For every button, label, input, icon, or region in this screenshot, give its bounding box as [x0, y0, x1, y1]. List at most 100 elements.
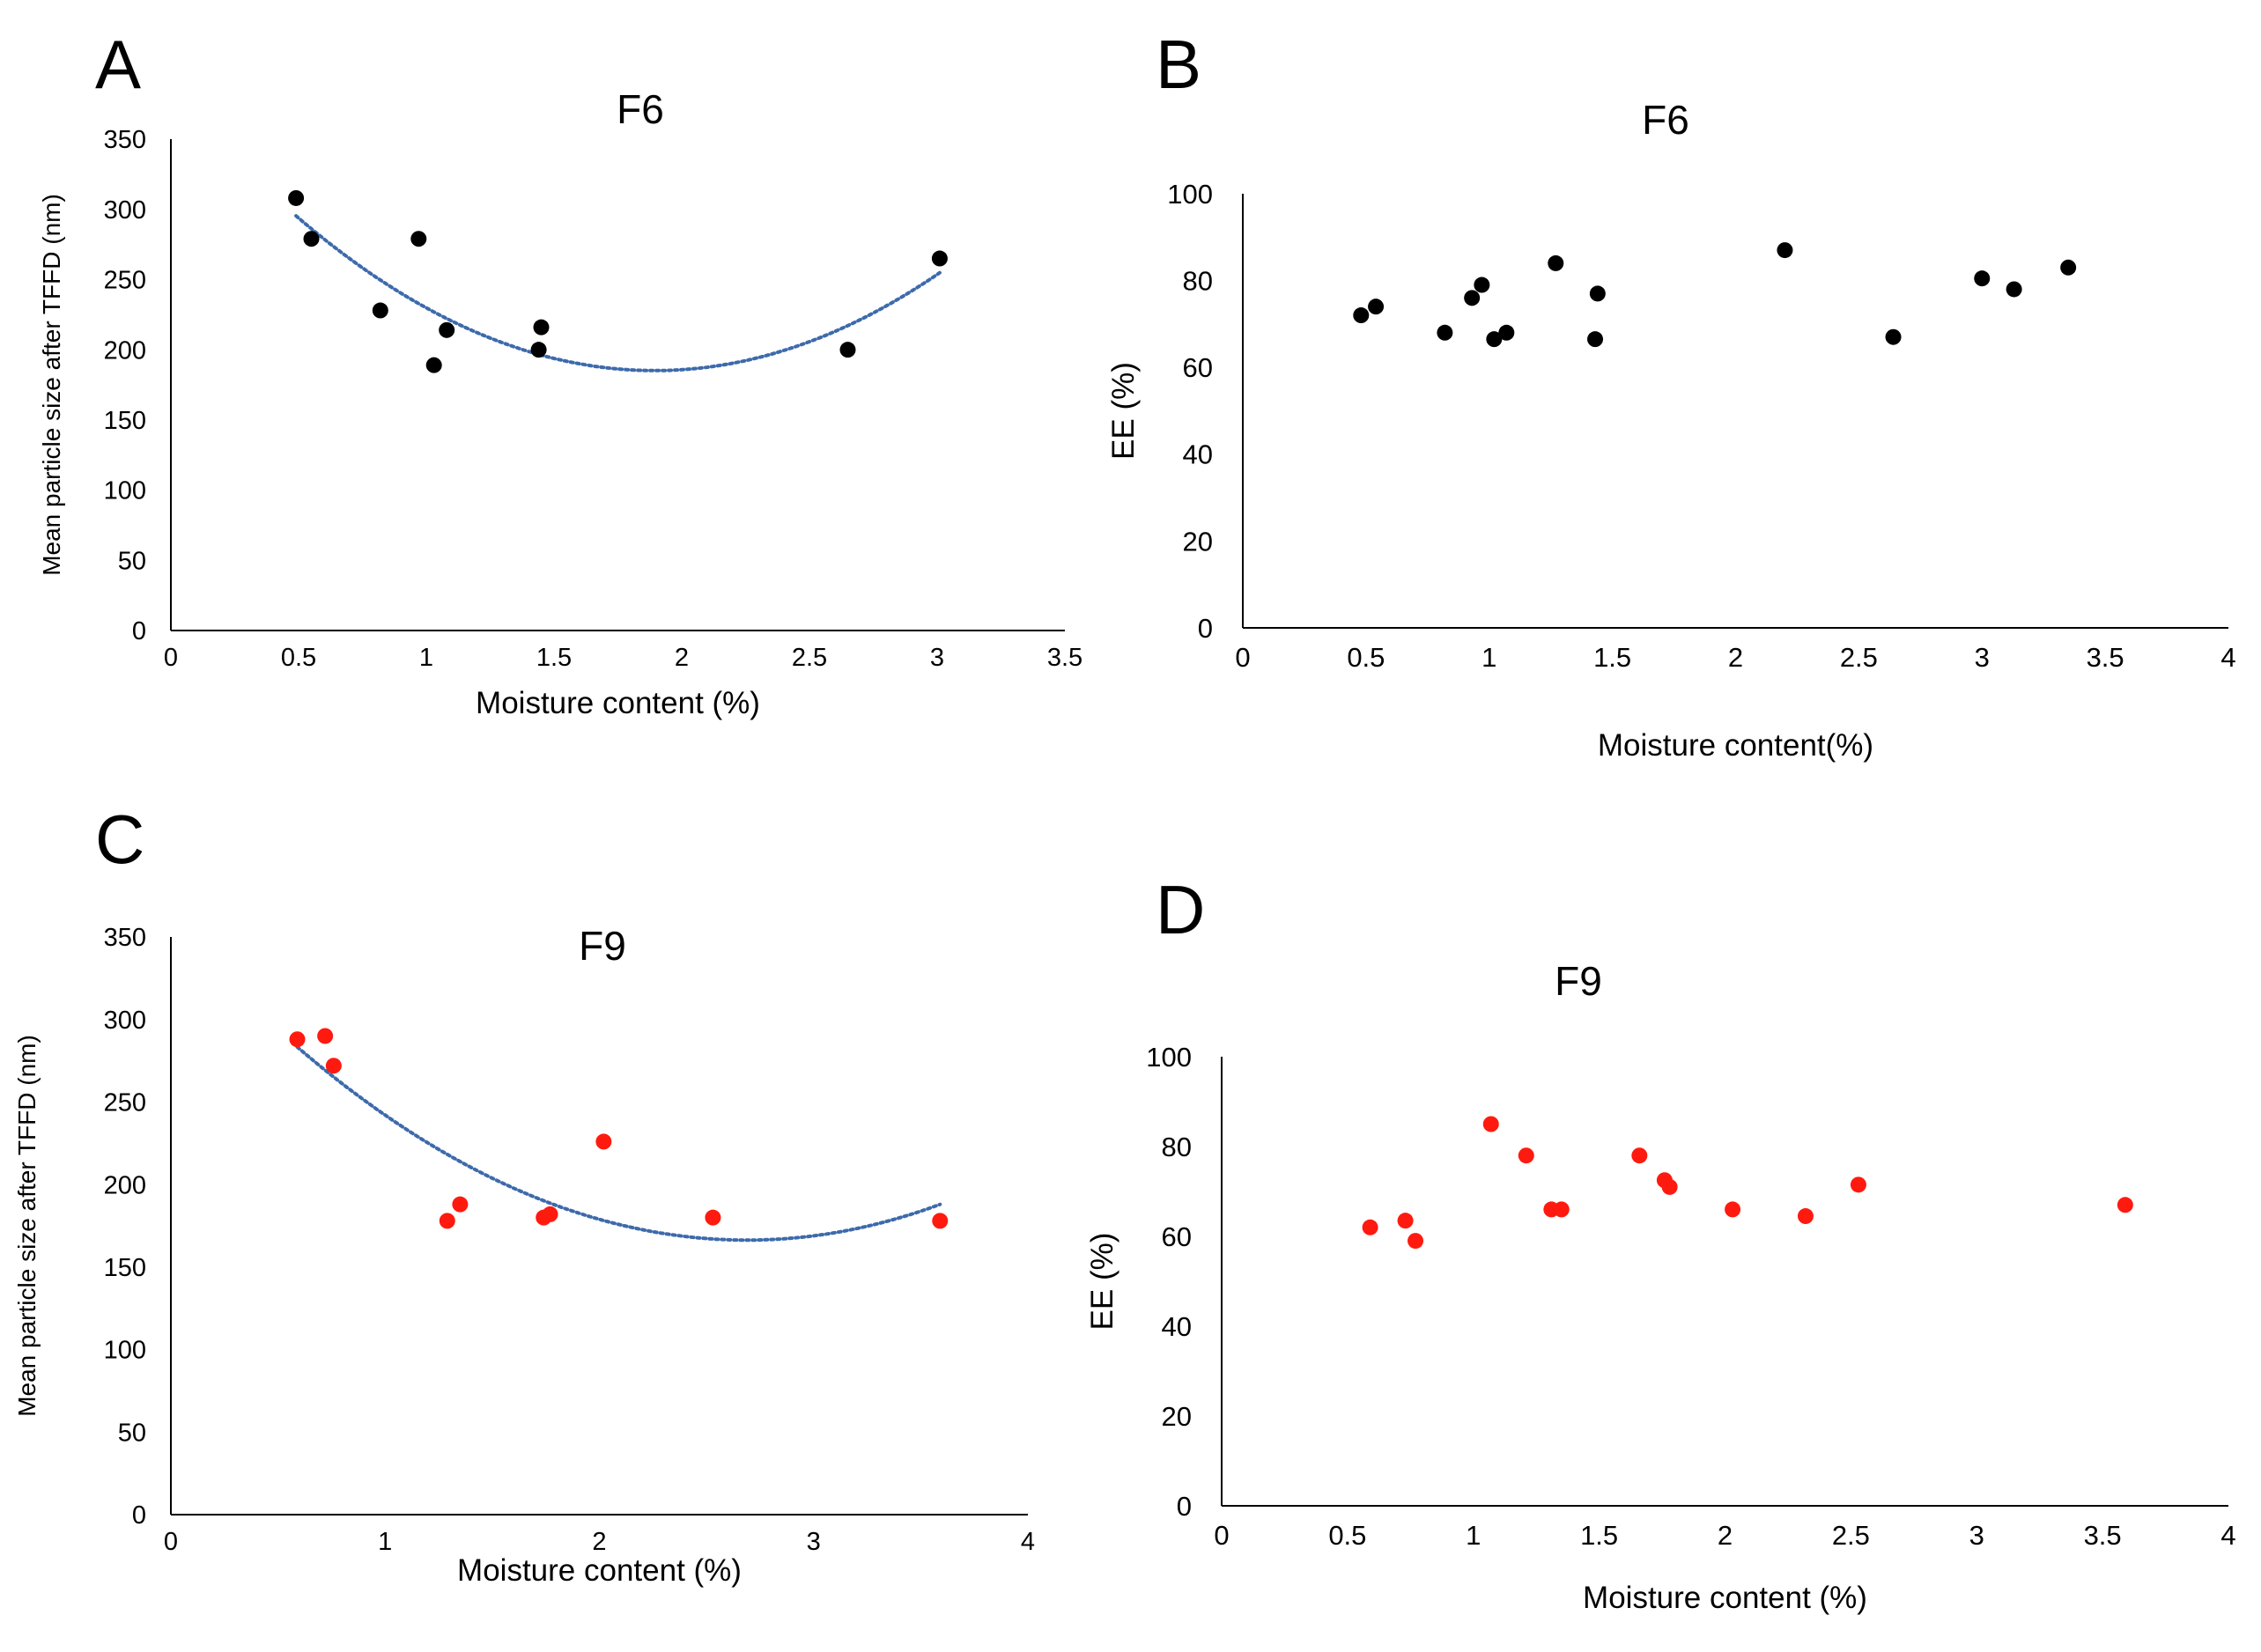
x-axis-label: Moisture content (%)	[476, 686, 760, 720]
x-tick-label: 1	[1481, 642, 1496, 673]
y-tick-label: 50	[118, 547, 146, 575]
y-tick-label: 100	[1146, 1042, 1192, 1073]
data-point	[530, 342, 547, 358]
y-tick-label: 40	[1183, 439, 1213, 470]
y-axis-label: EE (%)	[1106, 362, 1141, 460]
data-point	[1464, 290, 1481, 306]
x-tick-label: 3	[1975, 642, 1990, 673]
data-point	[533, 319, 550, 336]
x-tick-label: 3.5	[2087, 642, 2124, 673]
data-point	[1397, 1213, 1414, 1229]
y-tick-label: 40	[1162, 1311, 1192, 1342]
x-tick-label: 0	[1214, 1520, 1229, 1551]
y-tick-label: 300	[104, 1007, 146, 1035]
y-tick-label: 0	[132, 1501, 146, 1530]
data-point	[1368, 299, 1385, 315]
x-tick-label: 3	[807, 1528, 821, 1556]
y-axis-label: EE (%)	[1085, 1233, 1119, 1331]
x-tick-label: 1.5	[1593, 642, 1631, 673]
y-tick-label: 200	[104, 336, 146, 365]
x-axis-label: Moisture content (%)	[1583, 1581, 1867, 1615]
x-tick-label: 0	[164, 644, 178, 672]
data-point	[1974, 270, 1991, 287]
x-tick-label: 2	[1718, 1520, 1733, 1551]
x-tick-label: 1	[378, 1528, 392, 1556]
x-tick-label: 2	[592, 1528, 606, 1556]
data-point	[1553, 1201, 1570, 1218]
data-point	[1353, 307, 1370, 324]
data-point	[2060, 259, 2077, 276]
x-tick-label: 0	[164, 1528, 178, 1556]
data-point	[1474, 277, 1490, 293]
y-tick-label: 0	[1198, 613, 1213, 644]
data-point	[1661, 1178, 1678, 1195]
x-axis-label: Moisture content(%)	[1598, 728, 1873, 763]
y-tick-label: 250	[104, 267, 146, 295]
data-point	[1725, 1201, 1741, 1218]
data-point	[1437, 324, 1453, 341]
data-point	[839, 342, 856, 358]
x-tick-label: 2	[675, 644, 689, 672]
panel-letter: C	[95, 800, 144, 878]
data-point	[1631, 1147, 1648, 1164]
x-tick-label: 3.5	[2084, 1520, 2122, 1551]
y-tick-label: 60	[1162, 1221, 1192, 1252]
data-point	[2117, 1197, 2133, 1213]
y-tick-label: 250	[104, 1089, 146, 1117]
chart-title: F6	[1642, 97, 1689, 143]
data-point	[1518, 1147, 1534, 1164]
panel-letter: A	[95, 26, 141, 103]
data-point	[1408, 1233, 1424, 1250]
x-tick-label: 1.5	[536, 644, 572, 672]
y-tick-label: 50	[118, 1419, 146, 1447]
x-tick-label: 2.5	[792, 644, 827, 672]
data-point	[425, 357, 442, 373]
x-tick-label: 0	[1235, 642, 1250, 673]
chart-title: F9	[579, 923, 626, 969]
x-tick-label: 3	[930, 644, 944, 672]
y-tick-label: 20	[1162, 1401, 1192, 1432]
x-tick-label: 0.5	[1347, 642, 1385, 673]
x-tick-label: 4	[2220, 1520, 2235, 1551]
chart-title: F9	[1555, 958, 1602, 1004]
chart-title: F6	[617, 86, 664, 132]
data-point	[1482, 1116, 1499, 1132]
data-point	[452, 1196, 469, 1213]
data-point	[1885, 328, 1902, 345]
data-point	[303, 231, 320, 247]
data-point	[1362, 1219, 1378, 1235]
y-tick-label: 100	[1167, 179, 1213, 210]
data-point	[2006, 281, 2022, 298]
data-point	[595, 1133, 612, 1150]
x-tick-label: 0.5	[1328, 1520, 1366, 1551]
chart-panel-a: A F6 0 0.5 1 1.5 2 2.5 3 3.5 0 50 100 150 200 250 300 350…	[38, 26, 1082, 720]
data-point	[288, 189, 305, 206]
data-point	[931, 250, 948, 267]
y-tick-label: 300	[104, 196, 146, 225]
y-tick-label: 0	[1177, 1491, 1192, 1522]
x-tick-label: 0.5	[281, 644, 316, 672]
data-point	[1850, 1176, 1866, 1193]
data-point	[1486, 331, 1503, 348]
panel-letter: D	[1156, 871, 1205, 948]
x-tick-label: 4	[2220, 642, 2235, 673]
data-point	[439, 1213, 455, 1229]
x-axis-label: Moisture content (%)	[457, 1553, 742, 1588]
data-point	[1548, 254, 1564, 271]
y-tick-label: 150	[104, 407, 146, 435]
y-tick-label: 200	[104, 1171, 146, 1199]
y-tick-label: 60	[1183, 352, 1213, 383]
y-tick-label: 350	[104, 924, 146, 952]
x-tick-label: 2.5	[1832, 1520, 1870, 1551]
x-tick-label: 1	[1466, 1520, 1481, 1551]
y-tick-label: 20	[1183, 526, 1213, 557]
x-tick-label: 3	[1969, 1520, 1984, 1551]
y-tick-label: 100	[104, 477, 146, 505]
y-axis-label: Mean particle size after TFFD (nm)	[38, 194, 65, 576]
data-point	[932, 1213, 949, 1229]
data-point	[317, 1028, 334, 1044]
x-tick-label: 2.5	[1840, 642, 1878, 673]
